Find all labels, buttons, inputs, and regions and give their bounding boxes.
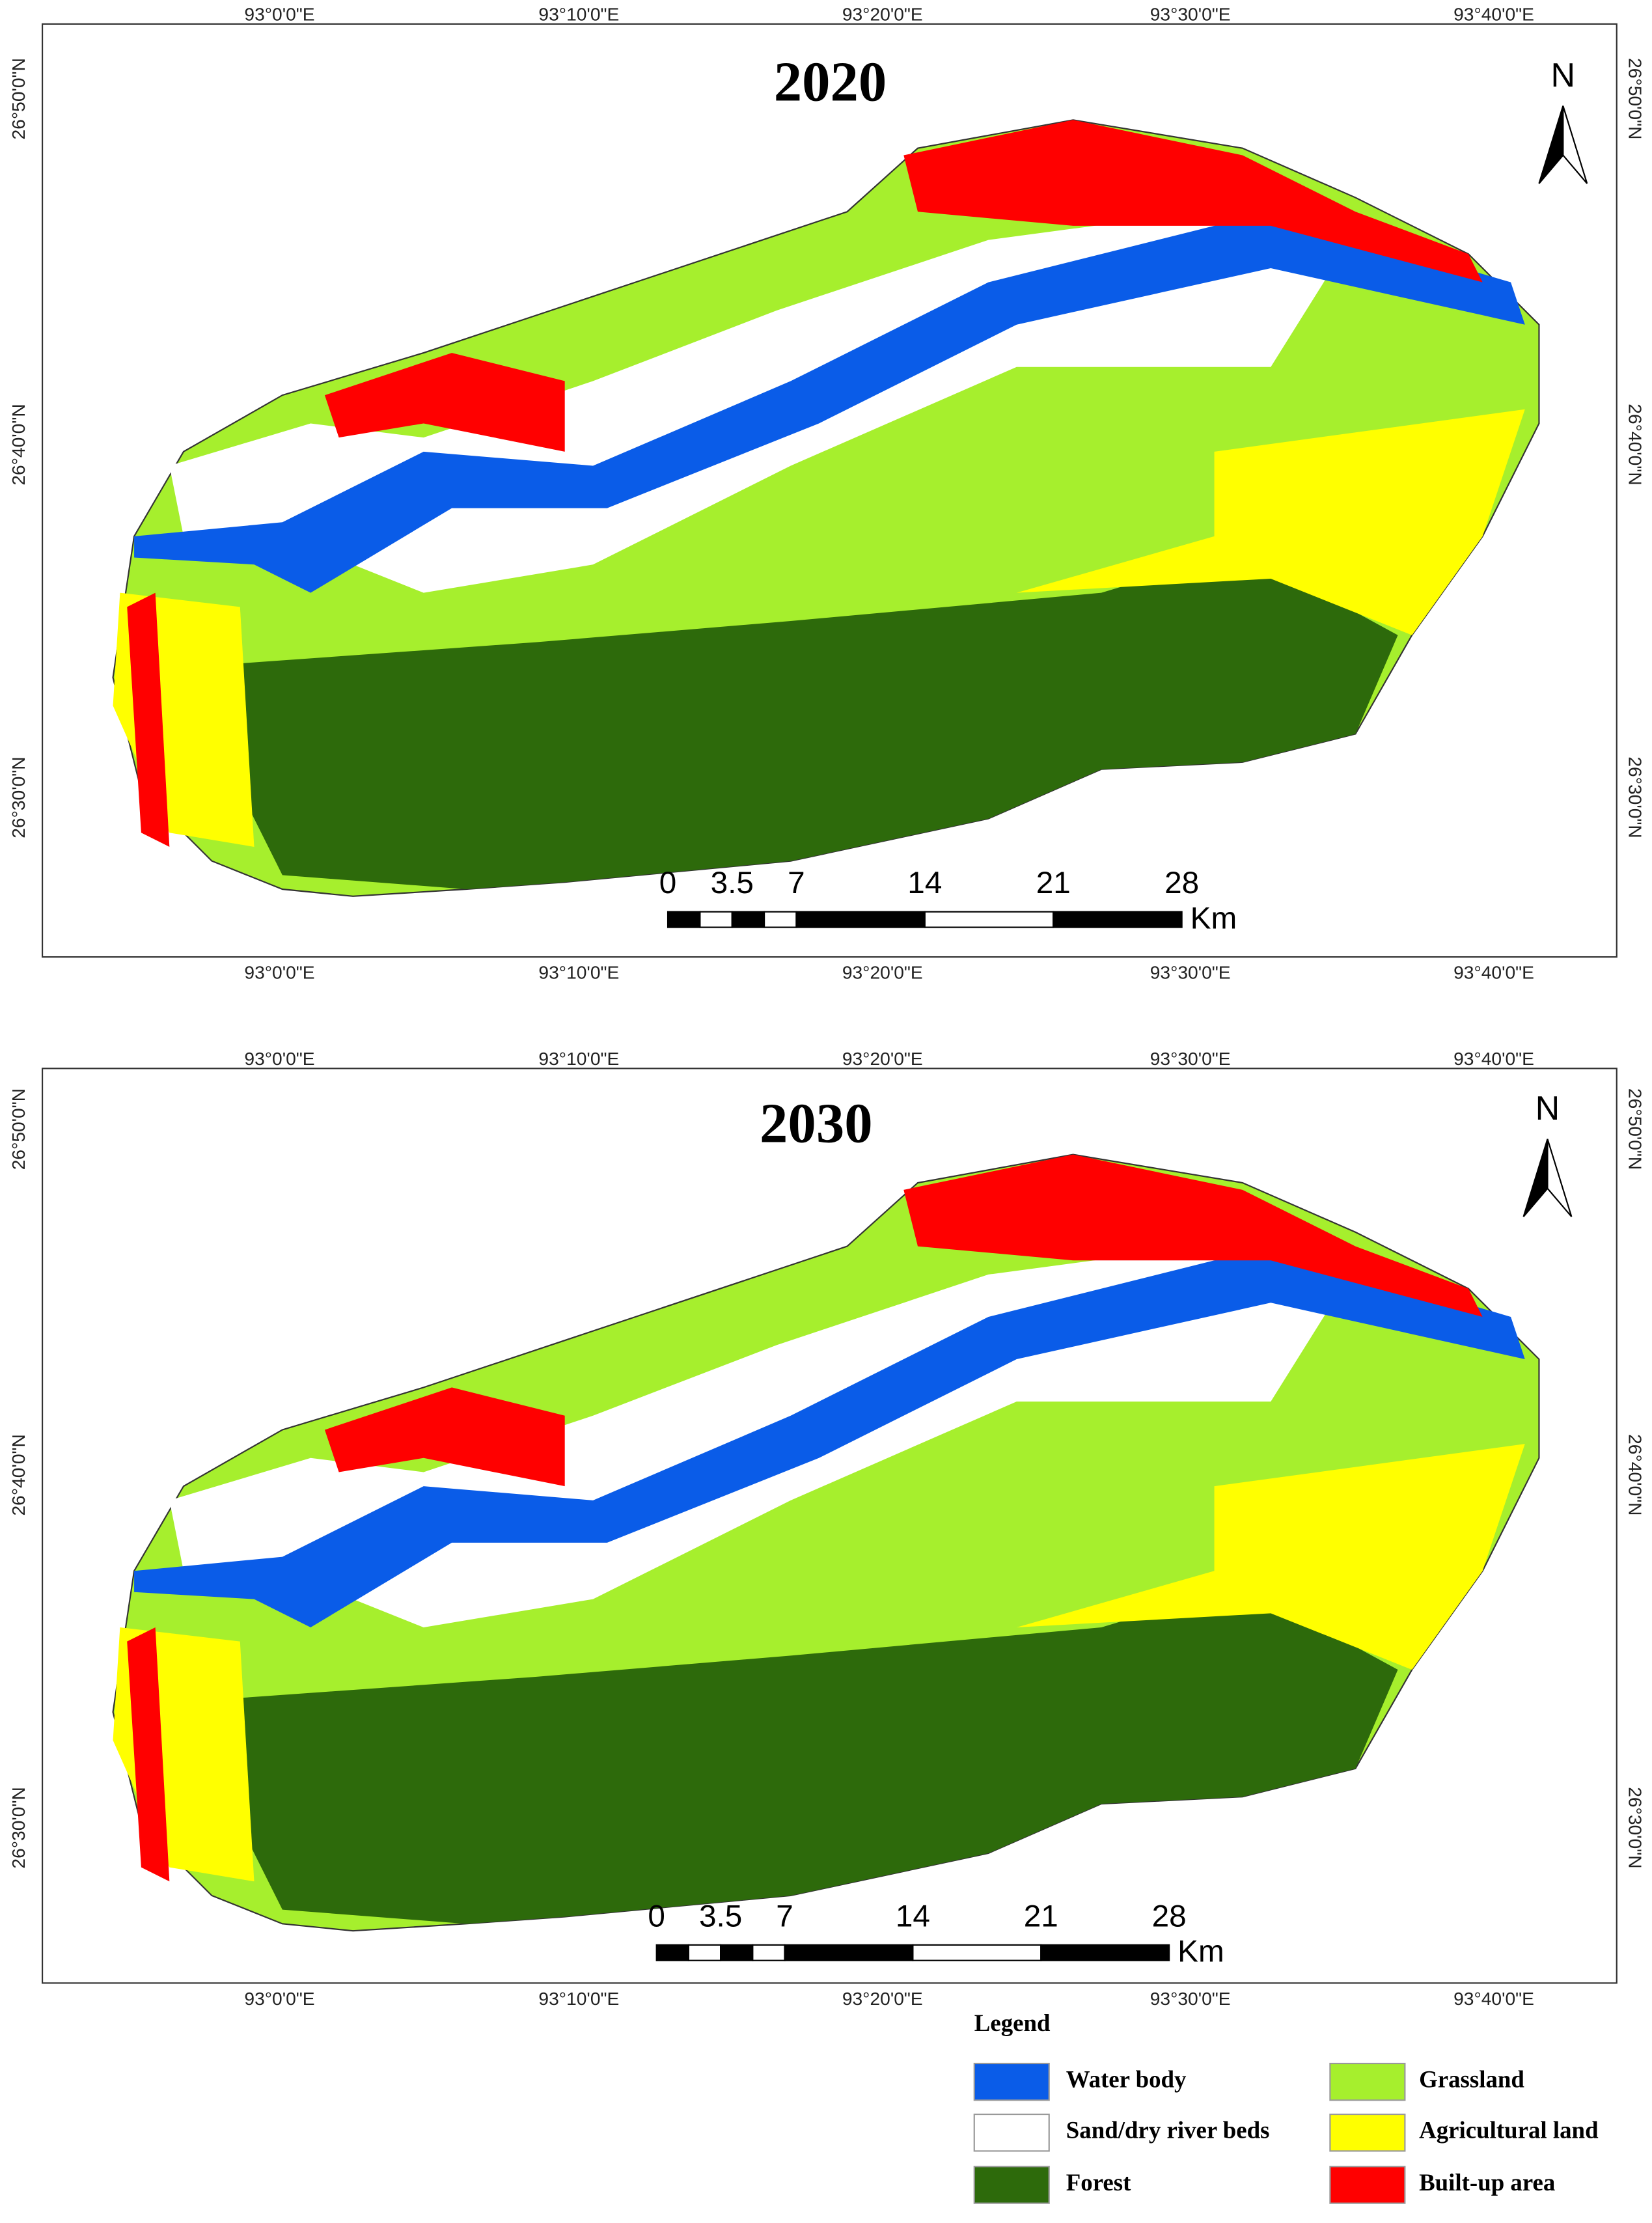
legend-swatch [973,2113,1050,2152]
latitude-label: 26°40'0"N [8,1434,29,1515]
legend-swatch [973,2062,1050,2101]
legend-label: Sand/dry river beds [1066,2117,1270,2144]
latitude-label: 26°50'0"N [1625,1088,1645,1170]
north-arrow [1547,1139,1573,1217]
scale-segment [912,1944,1042,1961]
scale-segment [752,1944,786,1961]
scale-segment [720,1944,754,1961]
longitude-label: 93°40'0"E [1453,962,1534,983]
land-cover-patch [903,120,1483,283]
scale-label: 0 [648,1899,665,1933]
scale-label: 14 [907,866,942,900]
scale-label: 7 [776,1899,793,1933]
longitude-label: 93°30'0"E [1150,1048,1231,1069]
scale-segment [924,911,1054,928]
map-title: 2030 [760,1092,873,1155]
latitude-label: 26°30'0"N [1625,756,1645,838]
scale-segment [764,911,797,928]
latitude-label: 26°50'0"N [1625,58,1645,139]
land-cover-patch [134,1246,1525,1627]
longitude-label: 93°20'0"E [842,1988,923,2009]
land-cover-patch [903,1154,1483,1317]
legend-label: Water body [1066,2066,1187,2093]
scale-unit: Km [1191,901,1237,935]
land-cover-patch [240,1584,1398,1924]
legend-swatch [1329,2166,1406,2204]
longitude-label: 93°20'0"E [842,962,923,983]
latitude-label: 26°50'0"N [8,1088,29,1170]
longitude-label: 93°10'0"E [538,962,619,983]
longitude-label: 93°0'0"E [244,1048,314,1069]
longitude-label: 93°40'0"E [1453,3,1534,24]
north-arrow [1562,105,1588,184]
scale-unit: Km [1177,1934,1224,1968]
map-title: 2020 [774,50,887,113]
scale-segment [1040,1944,1170,1961]
map-frame [41,23,1618,958]
latitude-label: 26°30'0"N [8,756,29,838]
map-frame [41,1068,1618,1984]
land-cover-patch [134,212,1525,593]
scale-segment [795,911,926,928]
legend-swatch [1329,2113,1406,2152]
scale-label: 21 [1024,1899,1058,1933]
longitude-label: 93°10'0"E [538,3,619,24]
longitude-label: 93°30'0"E [1150,1988,1231,2009]
scale-label: 7 [788,866,805,900]
scale-label: 0 [659,866,677,900]
scale-segment [687,1944,722,1961]
latitude-label: 26°40'0"N [8,404,29,485]
north-arrow [1538,105,1564,184]
scale-label: 3.5 [711,866,754,900]
legend-swatch [1329,2062,1406,2101]
latitude-label: 26°40'0"N [1625,1434,1645,1515]
scale-segment [731,911,765,928]
latitude-label: 26°40'0"N [1625,404,1645,485]
land-cover-patch [1016,409,1525,635]
land-cover-patch [324,353,565,452]
land-cover-patch [127,1627,170,1882]
scale-label: 28 [1152,1899,1187,1933]
north-label: N [1551,57,1576,94]
longitude-label: 93°30'0"E [1150,962,1231,983]
latitude-label: 26°30'0"N [1625,1787,1645,1868]
land-cover-patch [127,592,170,847]
latitude-label: 26°50'0"N [8,58,29,139]
land-cover-patch [1016,1444,1525,1670]
legend-label: Agricultural land [1419,2117,1599,2144]
legend-label: Forest [1066,2169,1131,2196]
scale-label: 21 [1036,866,1071,900]
scale-segment [1053,911,1183,928]
longitude-label: 93°40'0"E [1453,1048,1534,1069]
longitude-label: 93°20'0"E [842,1048,923,1069]
scale-label: 3.5 [699,1899,742,1933]
scale-label: 28 [1164,866,1199,900]
land-cover-patch [240,550,1398,889]
latitude-label: 26°30'0"N [8,1787,29,1868]
legend-swatch [973,2166,1050,2204]
scale-segment [655,1944,689,1961]
longitude-label: 93°10'0"E [538,1048,619,1069]
scale-segment [784,1944,914,1961]
longitude-label: 93°40'0"E [1453,1988,1534,2009]
longitude-label: 93°30'0"E [1150,3,1231,24]
longitude-label: 93°0'0"E [244,962,314,983]
longitude-label: 93°20'0"E [842,3,923,24]
land-cover-patch [324,1387,565,1487]
legend-label: Grassland [1419,2066,1524,2093]
legend-title: Legend [974,2009,1051,2036]
legend-label: Built-up area [1419,2169,1555,2196]
north-label: N [1535,1090,1560,1127]
north-arrow [1522,1139,1549,1217]
longitude-label: 93°0'0"E [244,3,314,24]
longitude-label: 93°0'0"E [244,1988,314,2009]
scale-segment [667,911,701,928]
longitude-label: 93°10'0"E [538,1988,619,2009]
scale-segment [699,911,733,928]
scale-label: 14 [896,1899,930,1933]
